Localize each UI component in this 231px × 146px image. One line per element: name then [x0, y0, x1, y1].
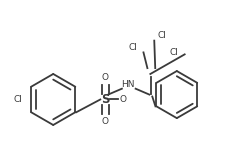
- Text: Cl: Cl: [128, 43, 137, 52]
- Text: Cl: Cl: [157, 31, 166, 40]
- Text: S: S: [100, 93, 109, 106]
- Text: O: O: [101, 73, 108, 82]
- Text: HN: HN: [121, 80, 134, 89]
- Text: Cl: Cl: [169, 48, 178, 57]
- Text: O: O: [119, 95, 126, 104]
- Text: O: O: [101, 117, 108, 126]
- Text: Cl: Cl: [14, 95, 23, 104]
